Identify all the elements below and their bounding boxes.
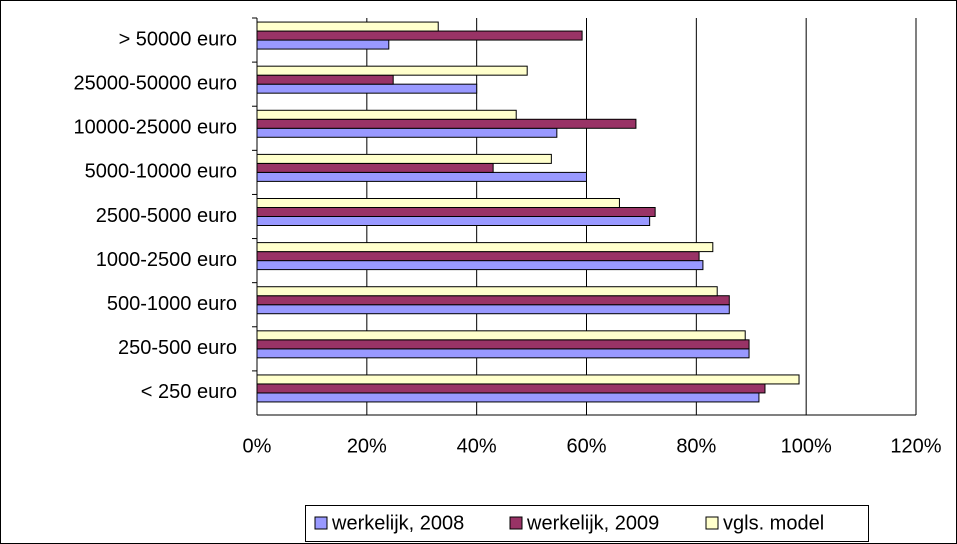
y-tick-label: 10000-25000 euro — [74, 117, 237, 139]
bar — [256, 162, 494, 173]
bar — [256, 374, 800, 385]
bar — [256, 383, 766, 394]
bar — [256, 74, 394, 85]
legend-label: werkelijk, 2008 — [331, 512, 464, 534]
bar — [256, 392, 760, 403]
y-tick-label: 2500-5000 euro — [96, 205, 237, 227]
x-tick-label: 120% — [890, 435, 941, 457]
x-tick-label: 80% — [676, 435, 716, 457]
bar — [256, 304, 730, 315]
bar — [256, 260, 704, 271]
x-tick-label: 20% — [347, 435, 387, 457]
bar — [256, 198, 620, 208]
y-tick-label: 250-500 euro — [118, 337, 237, 359]
x-tick-label: 0% — [243, 435, 272, 457]
y-tick-label: 500-1000 euro — [107, 293, 237, 315]
x-tick-label: 60% — [566, 435, 606, 457]
bar — [256, 330, 746, 341]
bar — [256, 251, 700, 262]
bar — [256, 339, 750, 350]
bar — [256, 171, 587, 182]
bar — [256, 348, 750, 359]
bar — [256, 242, 714, 253]
bar — [256, 39, 390, 50]
y-tick-label: < 250 euro — [141, 381, 237, 403]
x-tick-label: 100% — [781, 435, 832, 457]
y-tick-label: 5000-10000 euro — [85, 161, 237, 183]
legend-label: vgls. model — [723, 512, 824, 534]
y-tick-label: > 50000 euro — [119, 28, 237, 50]
y-tick-label: 25000-50000 euro — [74, 72, 237, 94]
legend-box — [305, 505, 869, 542]
bar — [256, 109, 517, 120]
legend-swatch — [705, 516, 719, 530]
legend-label: werkelijk, 2009 — [526, 512, 659, 534]
bar — [256, 295, 730, 306]
bar — [256, 207, 656, 217]
bar — [256, 286, 718, 297]
legend-swatch — [509, 516, 523, 530]
y-tick-label: 1000-2500 euro — [96, 249, 237, 271]
bar — [256, 65, 528, 76]
legend-swatch — [314, 516, 328, 530]
bar — [256, 127, 558, 138]
bar — [256, 21, 439, 32]
bar — [256, 83, 478, 94]
bar — [256, 30, 583, 41]
x-tick-label: 40% — [457, 435, 497, 457]
bar — [256, 118, 637, 129]
bar — [256, 153, 552, 164]
bar — [256, 216, 651, 226]
